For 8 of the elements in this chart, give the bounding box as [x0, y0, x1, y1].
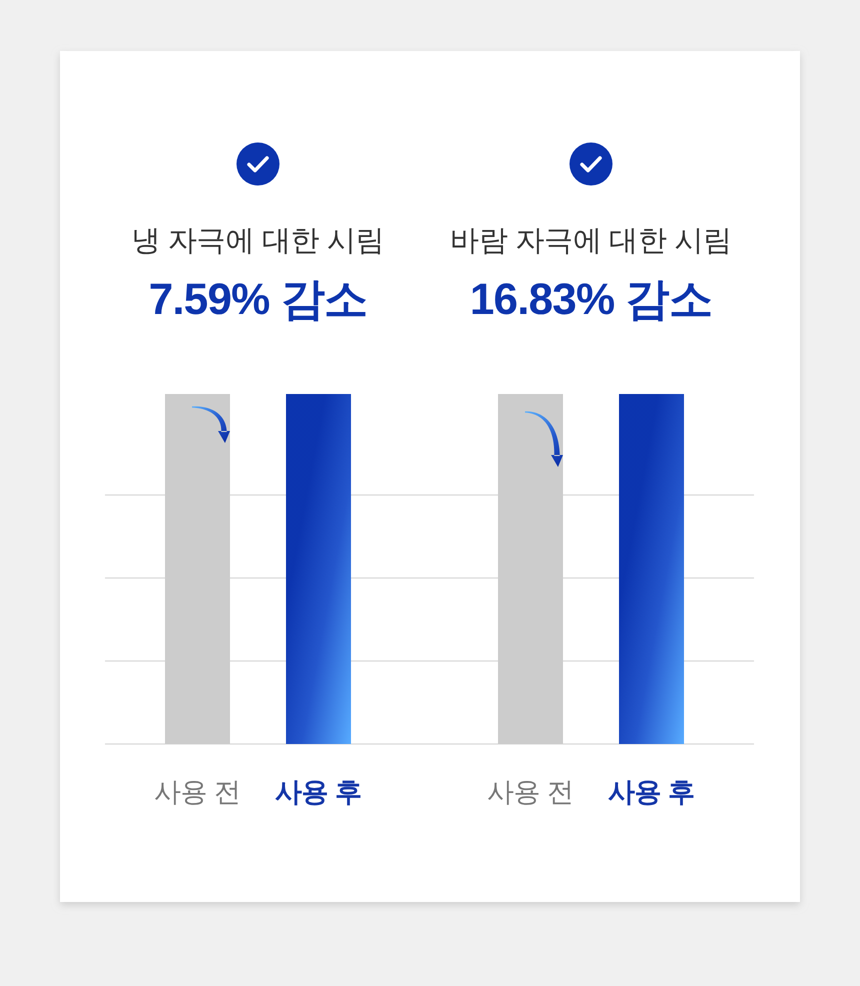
- category-label: 사용 전: [154, 777, 241, 807]
- subtitle: 16.83% 감소: [470, 275, 712, 324]
- subtitle: 7.59% 감소: [148, 275, 368, 324]
- category-label: 사용 전: [487, 777, 574, 807]
- category-label: 사용 후: [608, 777, 695, 807]
- title: 냉 자극에 대한 시림: [132, 225, 384, 257]
- title: 바람 자극에 대한 시림: [450, 225, 732, 257]
- category-label: 사용 후: [275, 777, 362, 807]
